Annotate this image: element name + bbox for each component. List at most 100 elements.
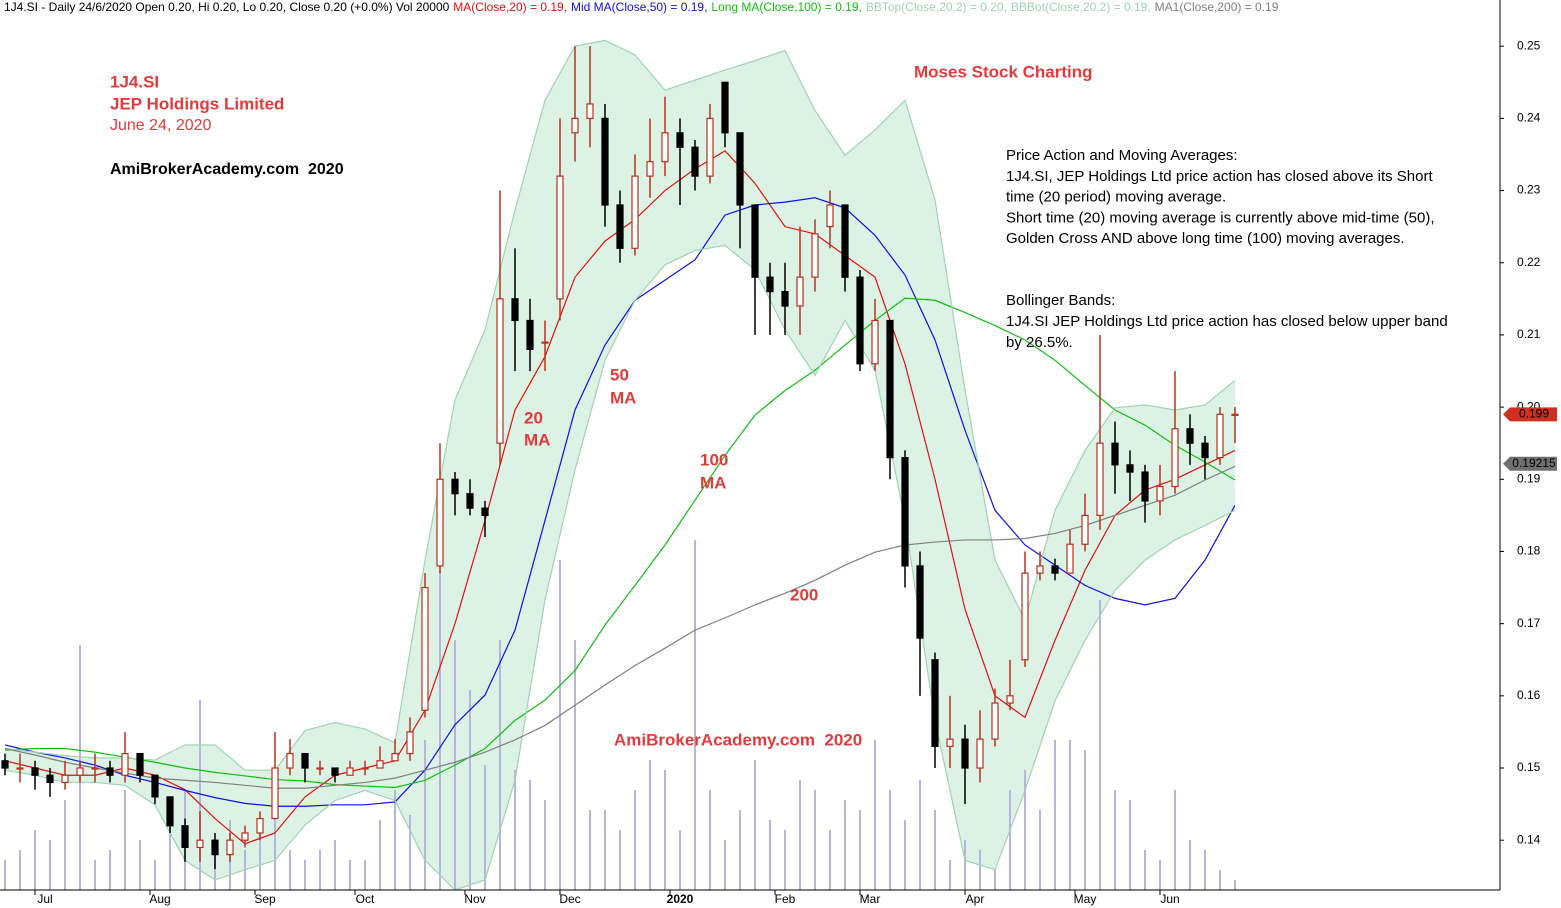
candle-body — [601, 117, 609, 206]
ma-label: 200 — [790, 585, 818, 604]
volume-bar — [814, 790, 816, 890]
candle-body — [1036, 565, 1044, 574]
volume-bar — [49, 840, 51, 890]
candle-body — [826, 204, 834, 228]
notes: Price Action and Moving Averages: 1J4.SI,… — [1006, 147, 1448, 351]
volume-bar — [844, 800, 846, 890]
y-tick-label: 0.17 — [1517, 616, 1541, 630]
volume-bar — [394, 790, 396, 890]
volume-bar — [904, 820, 906, 890]
volume-bar — [409, 815, 411, 890]
volume-bar — [19, 850, 21, 890]
volume-bar — [304, 860, 306, 890]
candle-body — [481, 507, 489, 516]
ticker: 1J4.SI — [110, 72, 159, 91]
ma-label: 50 — [610, 365, 629, 384]
candle-body — [121, 752, 129, 776]
volume-bar — [919, 780, 921, 890]
volume-bar — [1219, 870, 1221, 890]
candle-body — [46, 774, 54, 784]
candle-body — [301, 752, 309, 769]
volume-bar — [64, 800, 66, 890]
volume-bar — [649, 760, 651, 890]
volume-bar — [319, 850, 321, 890]
volume-bar — [694, 540, 696, 890]
candle-body — [106, 767, 114, 776]
candle-body — [31, 767, 39, 776]
candle-body — [1216, 413, 1224, 459]
legend-entry: BBBot(Close,20,2) = 0.19, — [1011, 0, 1151, 14]
candle-body — [766, 276, 774, 293]
candle-body — [271, 767, 279, 820]
y-tick-label: 0.19 — [1517, 471, 1541, 485]
price-label-box — [1503, 407, 1557, 422]
indicator-line — [4, 39, 1236, 771]
volume-bar — [94, 860, 96, 890]
volume-bar — [139, 840, 141, 890]
x-tick-label: Sep — [254, 892, 276, 906]
volume-bar — [274, 810, 276, 890]
candle-body — [1201, 442, 1209, 459]
volume-bar — [169, 830, 171, 890]
y-tick-label: 0.25 — [1517, 38, 1541, 52]
volume-bar — [124, 790, 126, 890]
candle-body — [1231, 413, 1239, 416]
candle-body — [331, 767, 339, 776]
ma-label: 20 — [524, 408, 543, 427]
volume-bar — [364, 860, 366, 890]
x-tick-label: Aug — [149, 892, 170, 906]
volume-bar — [1144, 850, 1146, 890]
candle-body — [1126, 464, 1134, 473]
volume-bar — [514, 770, 516, 890]
volume-bar — [439, 570, 441, 890]
candle-body — [1186, 428, 1194, 444]
volume-bar — [739, 810, 741, 890]
volume-bar — [889, 790, 891, 890]
candle-body — [946, 738, 954, 747]
volume-bar — [784, 830, 786, 890]
volume-bar — [1099, 600, 1101, 890]
site-footer: AmiBrokerAcademy.com 2020 — [614, 730, 862, 749]
candle-body — [706, 117, 714, 177]
x-tick-label: Nov — [464, 892, 485, 906]
candle-body — [1141, 471, 1149, 502]
candle-body — [811, 233, 819, 278]
volume-bar — [754, 760, 756, 890]
candle-body — [316, 767, 324, 770]
volume-bar — [829, 830, 831, 890]
volume-bar — [1159, 860, 1161, 890]
candle-body — [391, 752, 399, 762]
volume-bar — [964, 840, 966, 890]
candle-body — [661, 132, 669, 163]
volume-bar — [379, 820, 381, 890]
candle-body — [901, 457, 909, 567]
x-tick-label: Oct — [356, 892, 375, 906]
volume-bar — [604, 810, 606, 890]
x-tick-label: Dec — [559, 892, 580, 906]
candle-body — [376, 760, 384, 769]
volume-bar — [529, 780, 531, 890]
price-label-box — [1503, 456, 1557, 471]
candle-body — [1051, 565, 1059, 574]
indicator-line — [4, 297, 1236, 789]
candle-body — [676, 132, 684, 148]
volume-bar — [469, 690, 471, 890]
candle-body — [796, 276, 804, 307]
x-tick-label: 2020 — [667, 892, 694, 906]
band-fill — [5, 40, 1235, 890]
company: JEP Holdings Limited — [110, 94, 284, 113]
indicator-line — [4, 465, 1236, 789]
volume-bar — [934, 810, 936, 890]
x-tick-label: Mar — [860, 892, 881, 906]
candle-body — [406, 731, 414, 755]
candle-body — [496, 298, 504, 444]
candle-body — [256, 817, 264, 834]
candle-body — [916, 565, 924, 639]
volume-bar — [949, 860, 951, 890]
candle-body — [511, 298, 519, 322]
volume-bar — [199, 700, 201, 890]
candle-body — [166, 796, 174, 827]
volume-bar — [1039, 810, 1041, 890]
